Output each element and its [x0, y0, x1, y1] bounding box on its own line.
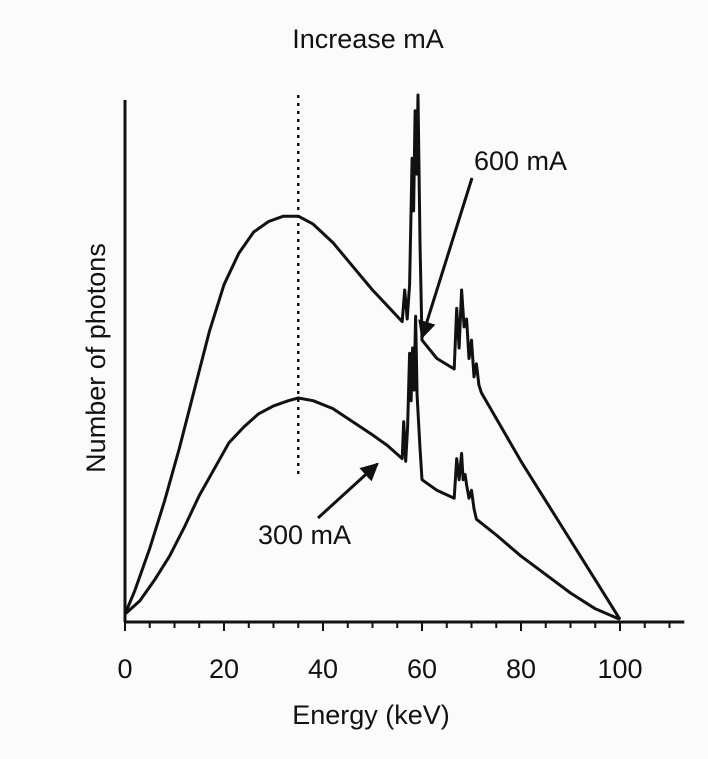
series-line-600ma: [123, 93, 622, 621]
annotation-arrow: [316, 462, 379, 520]
chart-title: Increase mA: [292, 24, 444, 54]
annotation-arrow: [418, 177, 474, 340]
y-axis-label: Number of photons: [81, 243, 111, 473]
x-tick-label: 100: [597, 654, 642, 684]
axes: [123, 100, 685, 624]
x-tick-label: 60: [407, 654, 437, 684]
series-line-300ma: [124, 314, 621, 621]
x-tick-label: 20: [209, 654, 239, 684]
annotation-label: 600 mA: [474, 146, 567, 176]
x-tick-label: 80: [506, 654, 536, 684]
series-group: [123, 93, 622, 621]
x-tick-label: 0: [117, 654, 132, 684]
annotations: 600 mA 300 mA: [258, 146, 567, 550]
annotation-label: 300 mA: [258, 520, 351, 550]
x-ticks: 0 20 40 60 80 100: [117, 622, 671, 684]
x-axis-label: Energy (keV): [292, 700, 450, 730]
x-tick-label: 40: [308, 654, 338, 684]
